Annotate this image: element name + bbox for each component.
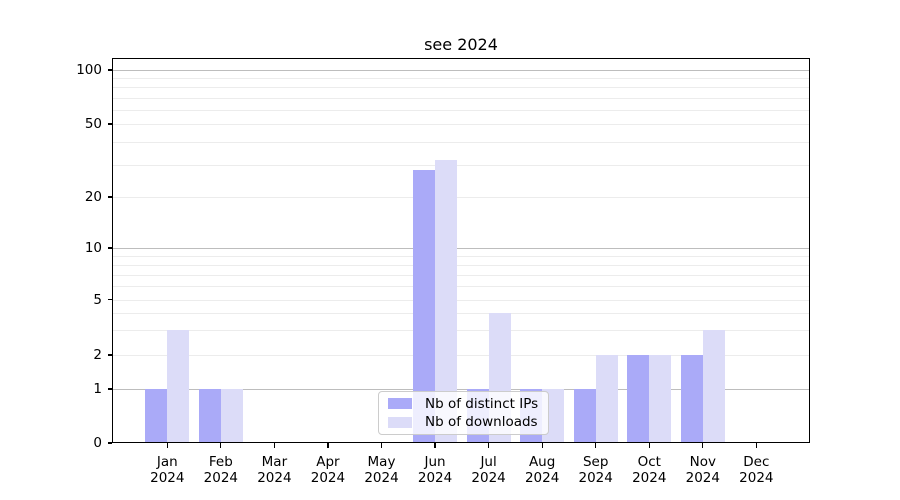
- y-axis-tick-label: 10: [84, 240, 102, 256]
- y-axis-tick-label: 2: [93, 347, 102, 363]
- bar-downloads: [595, 355, 618, 443]
- y-axis-tick: [107, 298, 112, 301]
- gridline-major: [112, 70, 810, 71]
- bar-downloads: [649, 355, 672, 443]
- y-axis-tick: [107, 247, 112, 249]
- gridline-minor: [112, 124, 810, 125]
- gridline-minor: [112, 87, 810, 89]
- x-axis-tick: [380, 443, 383, 448]
- gridline-minor: [112, 285, 810, 287]
- x-axis-tick: [434, 443, 436, 448]
- y-axis-tick-label: 1: [93, 381, 102, 397]
- bar-downloads: [220, 389, 243, 443]
- y-axis-tick: [107, 196, 112, 198]
- y-axis-tick-label: 5: [93, 291, 102, 308]
- gridline-minor: [112, 313, 810, 315]
- gridline-minor: [112, 330, 810, 332]
- bar-downloads: [702, 330, 725, 443]
- x-axis-tick-label: Oct 2024: [632, 454, 667, 486]
- x-axis-tick: [755, 443, 757, 448]
- bar-distinct-ips: [413, 170, 436, 443]
- x-axis-tick-label: Jul 2024: [471, 454, 506, 486]
- x-axis-tick: [595, 443, 597, 448]
- gridline-minor: [112, 97, 810, 99]
- x-axis-tick-label: May 2024: [364, 454, 399, 486]
- x-axis-tick-label: Jun 2024: [417, 454, 453, 486]
- legend-label: Nb of distinct IPs: [425, 395, 539, 412]
- x-axis-tick-label: Feb 2024: [203, 454, 239, 486]
- gridline-minor: [112, 355, 810, 356]
- y-axis-tick: [107, 388, 112, 390]
- x-axis-tick-label: Nov 2024: [685, 454, 720, 486]
- x-axis-tick-label: Apr 2024: [310, 454, 346, 486]
- x-axis-tick: [220, 443, 222, 448]
- legend-swatch-distinct-ips: [388, 398, 412, 410]
- gridline-minor: [112, 109, 810, 111]
- legend-label: Nb of downloads: [425, 414, 538, 431]
- x-axis-tick: [273, 443, 276, 448]
- x-axis-tick-label: Aug 2024: [524, 454, 560, 486]
- bar-distinct-ips: [627, 355, 650, 443]
- x-axis-tick: [541, 443, 543, 448]
- gridline-minor: [112, 274, 810, 276]
- chart-title: see 2024: [424, 35, 498, 54]
- y-axis-tick: [107, 354, 112, 356]
- bar-distinct-ips: [198, 389, 221, 443]
- x-axis-tick-label: Dec 2024: [739, 454, 774, 486]
- y-axis-tick: [107, 69, 112, 71]
- y-axis-tick: [107, 123, 112, 125]
- gridline-minor: [112, 141, 810, 143]
- gridline-minor: [112, 264, 810, 266]
- bar-distinct-ips: [680, 355, 703, 443]
- gridline-major: [112, 248, 810, 249]
- x-axis-tick: [166, 443, 168, 448]
- legend-swatch-downloads: [388, 416, 412, 428]
- legend-entry: Nb of downloads: [388, 413, 538, 431]
- x-axis-tick: [327, 443, 329, 448]
- gridline-minor: [112, 197, 810, 198]
- plot-area: [112, 58, 810, 443]
- bar-downloads: [167, 330, 190, 443]
- y-axis-tick-label: 100: [76, 62, 102, 78]
- x-axis-tick: [702, 443, 704, 448]
- gridline-minor: [112, 299, 810, 301]
- legend: Nb of distinct IPs Nb of downloads: [378, 391, 549, 435]
- x-axis-tick: [487, 443, 490, 448]
- gridline-minor: [112, 164, 810, 166]
- gridline-minor: [112, 78, 810, 80]
- y-axis-tick-label: 50: [84, 116, 102, 132]
- x-axis-tick-label: Jan 2024: [150, 454, 185, 486]
- gridline-minor: [112, 255, 810, 257]
- y-axis-tick-label: 0: [93, 435, 102, 451]
- x-axis-tick-label: Sep 2024: [578, 454, 613, 486]
- y-axis-tick: [107, 442, 112, 444]
- x-axis-tick: [648, 443, 650, 448]
- bar-distinct-ips: [145, 389, 168, 443]
- bar-downloads: [435, 159, 458, 443]
- x-axis-tick-label: Mar 2024: [257, 454, 292, 486]
- bar-distinct-ips: [573, 389, 596, 443]
- gridline-major: [112, 389, 810, 390]
- legend-entry: Nb of distinct IPs: [388, 395, 538, 413]
- y-axis-tick-label: 20: [84, 189, 102, 205]
